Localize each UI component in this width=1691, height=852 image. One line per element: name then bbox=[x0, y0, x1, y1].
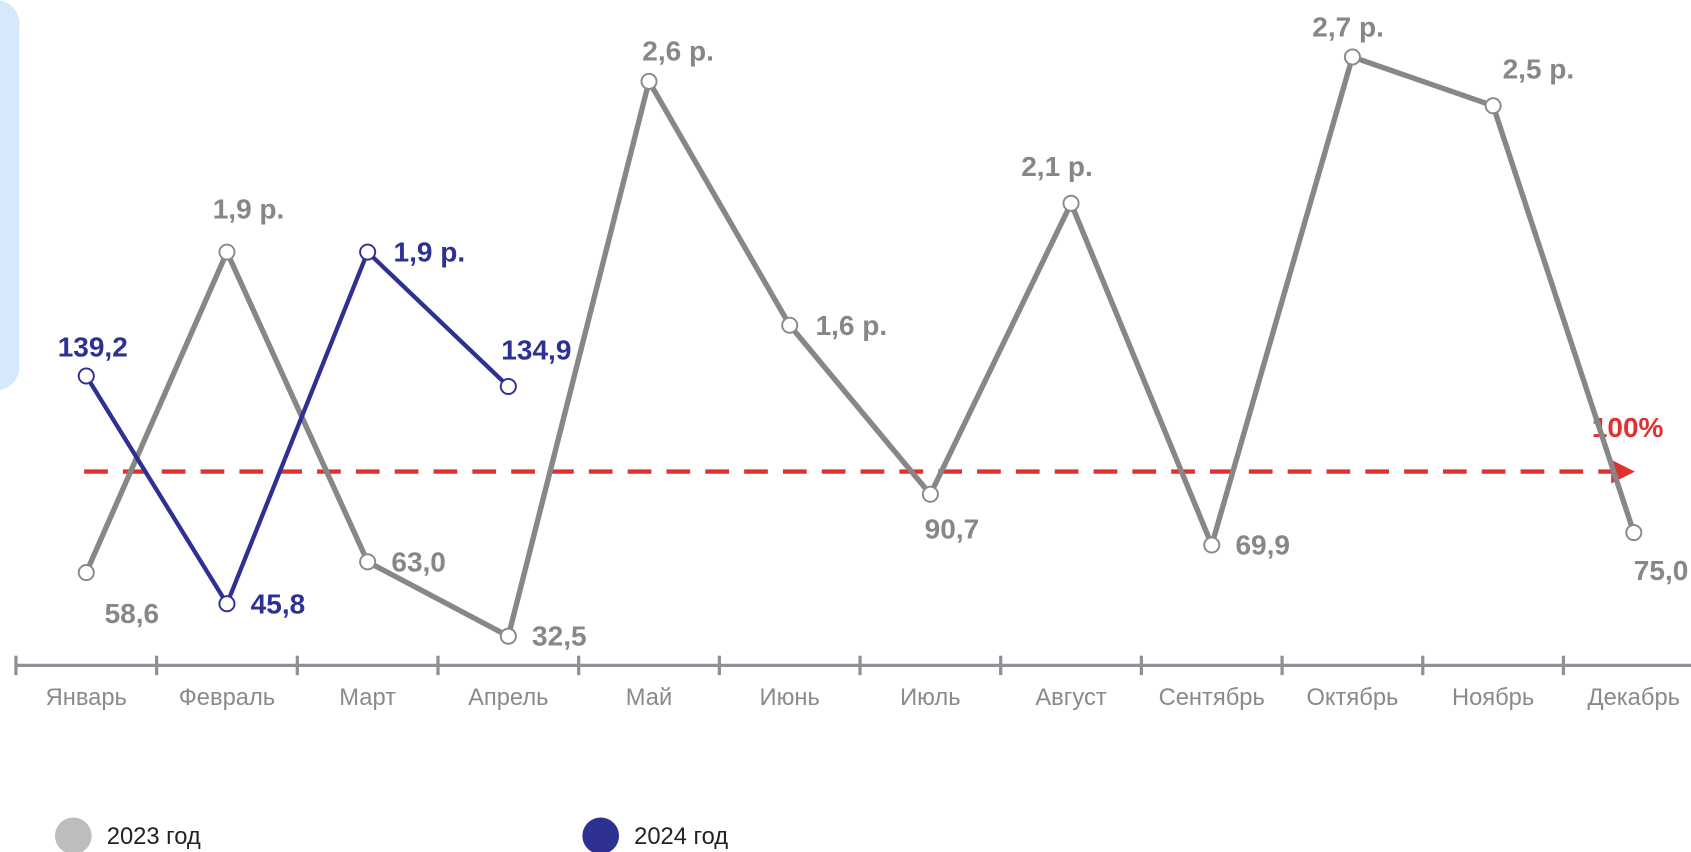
series-line bbox=[84, 249, 510, 606]
x-tick-label: Август bbox=[1035, 685, 1107, 711]
point bbox=[359, 243, 377, 261]
x-tick-label: Март bbox=[339, 685, 396, 711]
x-tick-label: Февраль bbox=[179, 685, 275, 711]
x-tick-label: Май bbox=[626, 685, 672, 711]
point bbox=[781, 316, 799, 334]
x-tick-label: Апрель bbox=[468, 685, 548, 711]
value-label: 75,0 bbox=[1634, 555, 1689, 586]
point bbox=[1484, 97, 1502, 115]
value-label: 2,5 р. bbox=[1503, 54, 1575, 85]
value-label: 32,5 bbox=[532, 621, 587, 652]
legend-label: 2024 год bbox=[634, 824, 728, 850]
point bbox=[1625, 524, 1643, 542]
point bbox=[359, 553, 377, 571]
legend-swatch bbox=[582, 817, 620, 852]
legend-swatch bbox=[55, 817, 92, 852]
point bbox=[921, 485, 939, 503]
value-label: 139,2 bbox=[58, 331, 128, 362]
value-label: 134,9 bbox=[501, 334, 571, 365]
point bbox=[218, 595, 236, 613]
point bbox=[77, 367, 95, 385]
x-tick-label: Декабрь bbox=[1588, 685, 1680, 711]
x-tick-label: Январь bbox=[46, 685, 127, 711]
point bbox=[1203, 536, 1221, 554]
series-line bbox=[83, 54, 1637, 639]
value-label: 69,9 bbox=[1235, 530, 1290, 561]
point bbox=[77, 564, 95, 582]
value-label: 2,1 р. bbox=[1021, 151, 1093, 182]
point bbox=[1343, 48, 1361, 66]
point bbox=[1062, 194, 1080, 212]
point bbox=[499, 627, 517, 645]
value-label: 45,8 bbox=[251, 588, 306, 619]
value-label: 58,6 bbox=[105, 598, 160, 629]
x-tick-label: Ноябрь bbox=[1452, 685, 1534, 711]
value-label: 1,6 р. bbox=[816, 310, 888, 341]
x-tick-label: Июнь bbox=[760, 685, 820, 711]
value-label: 2,7 р. bbox=[1312, 11, 1384, 42]
value-label: 1,9 р. bbox=[213, 194, 285, 225]
value-label: 1,9 р. bbox=[394, 237, 466, 268]
point bbox=[499, 377, 517, 395]
value-label: 90,7 bbox=[925, 513, 980, 544]
x-tick-label: Октябрь bbox=[1306, 685, 1398, 711]
legend-label: 2023 год bbox=[107, 824, 201, 850]
side-panel bbox=[0, 0, 20, 391]
value-label: 2,6 р. bbox=[642, 36, 714, 67]
point bbox=[640, 72, 658, 90]
point bbox=[218, 243, 236, 261]
value-label: 63,0 bbox=[391, 546, 446, 577]
x-tick-label: Июль bbox=[900, 685, 961, 711]
x-tick-label: Сентябрь bbox=[1159, 685, 1265, 711]
